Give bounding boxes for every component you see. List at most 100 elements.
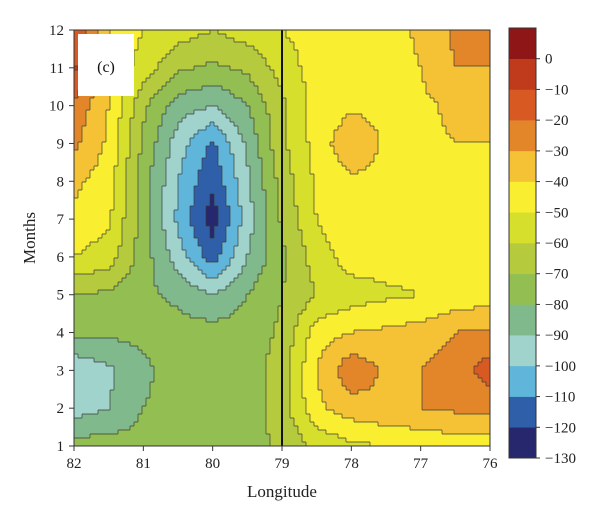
field-cell (258, 114, 263, 119)
field-cell (334, 174, 339, 179)
field-cell (198, 50, 203, 55)
field-cell (394, 106, 399, 111)
field-cell (382, 114, 387, 119)
field-cell (282, 62, 287, 67)
field-cell (482, 146, 487, 151)
field-cell (178, 134, 183, 139)
field-cell (138, 210, 143, 215)
field-cell (94, 214, 99, 219)
field-cell (346, 86, 351, 91)
field-cell (382, 202, 387, 207)
field-cell (386, 50, 391, 55)
field-cell (378, 130, 383, 135)
field-cell (198, 62, 203, 67)
field-cell (270, 66, 275, 71)
field-cell (278, 34, 283, 39)
field-cell (442, 90, 447, 95)
field-cell (346, 202, 351, 207)
field-cell (226, 210, 231, 215)
field-cell (374, 74, 379, 79)
field-cell (286, 194, 291, 199)
field-cell (486, 70, 490, 75)
field-cell (78, 98, 83, 103)
field-cell (374, 170, 379, 175)
field-cell (274, 82, 279, 87)
field-cell (362, 158, 367, 163)
field-cell (362, 178, 367, 183)
field-cell (138, 158, 143, 163)
field-cell (270, 74, 275, 79)
field-cell (470, 158, 475, 163)
field-cell (250, 142, 255, 147)
field-cell (474, 118, 479, 123)
field-cell (458, 202, 463, 207)
field-cell (162, 62, 167, 67)
field-cell (142, 66, 147, 71)
field-cell (142, 110, 147, 115)
field-cell (230, 130, 235, 135)
field-cell (346, 210, 351, 215)
field-cell (226, 34, 231, 39)
field-cell (390, 66, 395, 71)
field-cell (470, 182, 475, 187)
field-cell (478, 162, 483, 167)
field-cell (242, 46, 247, 51)
field-cell (146, 122, 151, 127)
field-cell (370, 190, 375, 195)
field-cell (370, 146, 375, 151)
field-cell (210, 150, 215, 155)
field-cell (370, 186, 375, 191)
field-cell (410, 154, 415, 159)
field-cell (478, 42, 483, 47)
field-cell (126, 214, 131, 219)
field-cell (414, 50, 419, 55)
field-cell (438, 122, 443, 127)
field-cell (314, 70, 319, 75)
field-cell (230, 170, 235, 175)
field-cell (90, 178, 95, 183)
field-cell (170, 126, 175, 131)
field-cell (370, 154, 375, 159)
field-cell (474, 30, 479, 35)
field-cell (394, 190, 399, 195)
field-cell (142, 186, 147, 191)
field-cell (162, 154, 167, 159)
field-cell (290, 158, 295, 163)
field-cell (210, 142, 215, 147)
field-cell (262, 138, 267, 143)
field-cell (402, 102, 407, 107)
field-cell (202, 38, 207, 43)
field-cell (286, 98, 291, 103)
field-cell (434, 166, 439, 171)
field-cell (110, 110, 115, 115)
field-cell (326, 118, 331, 123)
field-cell (450, 130, 455, 135)
field-cell (270, 202, 275, 207)
field-cell (346, 162, 351, 167)
field-cell (102, 106, 107, 111)
field-cell (294, 94, 299, 99)
field-cell (222, 62, 227, 67)
field-cell (130, 138, 135, 143)
field-cell (350, 110, 355, 115)
field-cell (346, 110, 351, 115)
field-cell (306, 154, 311, 159)
field-cell (454, 46, 459, 51)
field-cell (402, 38, 407, 43)
field-cell (74, 46, 79, 51)
field-cell (286, 182, 291, 187)
field-cell (310, 46, 315, 51)
field-cell (242, 74, 247, 79)
field-cell (410, 130, 415, 135)
field-cell (82, 138, 87, 143)
field-cell (246, 90, 251, 95)
field-cell (142, 146, 147, 151)
field-cell (338, 178, 343, 183)
field-cell (98, 110, 103, 115)
field-cell (178, 162, 183, 167)
field-cell (174, 38, 179, 43)
field-cell (426, 114, 431, 119)
field-cell (442, 54, 447, 59)
field-cell (438, 162, 443, 167)
field-cell (402, 122, 407, 127)
